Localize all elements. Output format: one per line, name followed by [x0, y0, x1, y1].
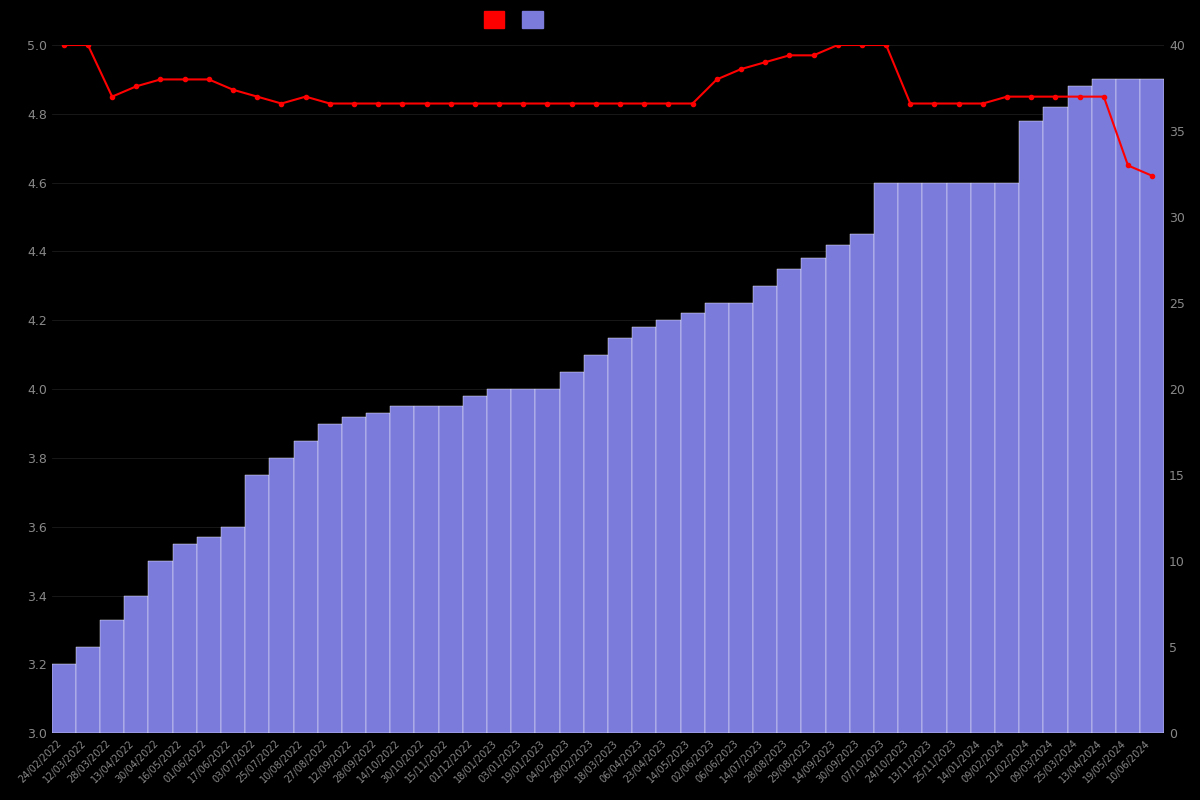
Bar	[754, 286, 778, 734]
Bar	[390, 406, 414, 734]
Bar	[802, 258, 826, 734]
Bar	[535, 389, 559, 734]
Bar	[656, 320, 680, 734]
Bar	[1116, 79, 1140, 734]
Bar	[511, 389, 535, 734]
Bar	[245, 475, 269, 734]
Bar	[728, 303, 754, 734]
Bar	[294, 441, 318, 734]
Bar	[318, 423, 342, 734]
Bar	[221, 527, 245, 734]
Bar	[704, 303, 728, 734]
Bar	[971, 182, 995, 734]
Bar	[125, 596, 149, 734]
Bar	[1019, 121, 1043, 734]
Bar	[342, 417, 366, 734]
Bar	[995, 182, 1019, 734]
Bar	[149, 562, 173, 734]
Bar	[269, 458, 294, 734]
Bar	[583, 354, 608, 734]
Bar	[923, 182, 947, 734]
Bar	[1140, 79, 1164, 734]
Bar	[559, 372, 583, 734]
Bar	[874, 182, 899, 734]
Bar	[76, 647, 100, 734]
Bar	[947, 182, 971, 734]
Bar	[487, 389, 511, 734]
Bar	[1043, 107, 1068, 734]
Bar	[778, 269, 802, 734]
Bar	[366, 414, 390, 734]
Bar	[850, 234, 874, 734]
Bar	[414, 406, 439, 734]
Bar	[680, 314, 704, 734]
Bar	[1092, 79, 1116, 734]
Bar	[826, 245, 850, 734]
Bar	[1068, 86, 1092, 734]
Bar	[52, 665, 76, 734]
Bar	[608, 338, 632, 734]
Bar	[173, 544, 197, 734]
Bar	[632, 327, 656, 734]
Bar	[439, 406, 463, 734]
Bar	[100, 620, 125, 734]
Legend: , : ,	[484, 10, 554, 28]
Bar	[899, 182, 923, 734]
Bar	[197, 537, 221, 734]
Bar	[463, 396, 487, 734]
